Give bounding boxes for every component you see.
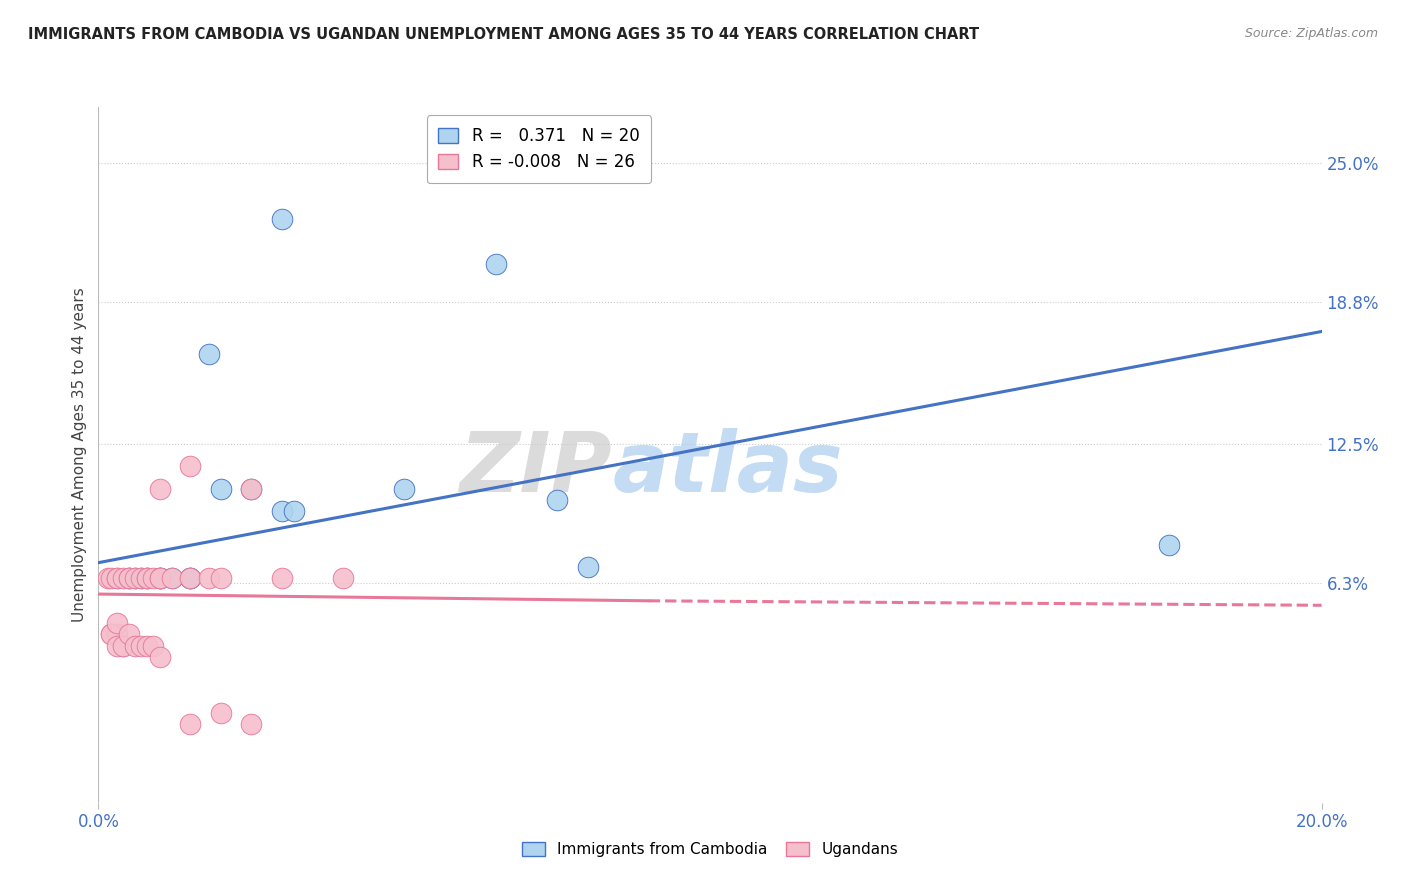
- Point: [160, 571, 183, 585]
- Point: [118, 571, 141, 585]
- Point: [576, 560, 599, 574]
- Point: [209, 571, 232, 585]
- Point: [124, 639, 146, 653]
- Point: [105, 616, 128, 631]
- Point: [100, 571, 122, 585]
- Point: [160, 571, 183, 585]
- Point: [197, 571, 219, 585]
- Point: [129, 571, 152, 585]
- Point: [485, 257, 508, 271]
- Point: [179, 571, 201, 585]
- Point: [97, 571, 120, 585]
- Point: [142, 639, 165, 653]
- Point: [124, 571, 146, 585]
- Point: [124, 571, 146, 585]
- Text: IMMIGRANTS FROM CAMBODIA VS UGANDAN UNEMPLOYMENT AMONG AGES 35 TO 44 YEARS CORRE: IMMIGRANTS FROM CAMBODIA VS UGANDAN UNEM…: [28, 27, 979, 42]
- Text: ZIP: ZIP: [460, 428, 612, 509]
- Point: [100, 627, 122, 641]
- Point: [111, 639, 134, 653]
- Text: atlas: atlas: [612, 428, 842, 509]
- Point: [129, 639, 152, 653]
- Point: [136, 571, 159, 585]
- Point: [105, 571, 128, 585]
- Point: [179, 459, 201, 474]
- Point: [149, 571, 172, 585]
- Point: [105, 639, 128, 653]
- Point: [270, 504, 294, 518]
- Point: [179, 571, 201, 585]
- Point: [332, 571, 354, 585]
- Point: [149, 482, 172, 496]
- Point: [105, 571, 128, 585]
- Point: [118, 571, 141, 585]
- Point: [149, 571, 172, 585]
- Point: [142, 571, 165, 585]
- Point: [179, 717, 201, 731]
- Point: [100, 627, 122, 641]
- Point: [240, 482, 263, 496]
- Point: [111, 639, 134, 653]
- Point: [149, 649, 172, 664]
- Point: [546, 492, 568, 507]
- Point: [105, 627, 128, 641]
- Point: [149, 571, 172, 585]
- Point: [136, 571, 159, 585]
- Point: [197, 347, 219, 361]
- Point: [283, 504, 305, 518]
- Point: [136, 639, 159, 653]
- Point: [179, 571, 201, 585]
- Point: [118, 571, 141, 585]
- Y-axis label: Unemployment Among Ages 35 to 44 years: Unemployment Among Ages 35 to 44 years: [72, 287, 87, 623]
- Point: [149, 571, 172, 585]
- Point: [240, 482, 263, 496]
- Legend: Immigrants from Cambodia, Ugandans: Immigrants from Cambodia, Ugandans: [515, 834, 905, 864]
- Point: [118, 627, 141, 641]
- Point: [270, 571, 294, 585]
- Point: [392, 482, 416, 496]
- Text: Source: ZipAtlas.com: Source: ZipAtlas.com: [1244, 27, 1378, 40]
- Point: [209, 482, 232, 496]
- Point: [1157, 538, 1180, 552]
- Point: [240, 717, 263, 731]
- Point: [270, 212, 294, 227]
- Point: [111, 571, 134, 585]
- Point: [209, 706, 232, 720]
- Point: [129, 571, 152, 585]
- Point: [136, 571, 159, 585]
